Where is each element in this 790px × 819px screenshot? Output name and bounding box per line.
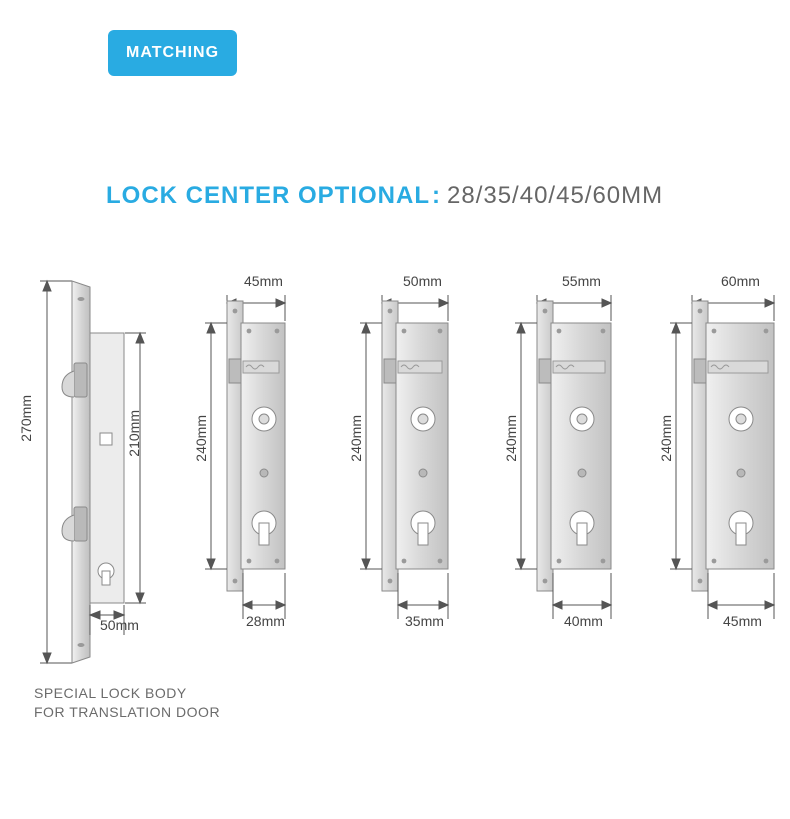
dim-depth: 35mm <box>405 613 444 629</box>
dim-depth: 28mm <box>246 613 285 629</box>
matching-badge: MATCHING <box>108 30 237 76</box>
dim-height: 240mm <box>658 415 674 462</box>
dim-depth: 45mm <box>723 613 762 629</box>
dim-height: 240mm <box>503 415 519 462</box>
caption-line2: FOR TRANSLATION DOOR <box>34 703 220 722</box>
standard-lock: 55mm 240mm 40mm <box>505 275 635 645</box>
caption: SPECIAL LOCK BODY FOR TRANSLATION DOOR <box>34 684 220 722</box>
diagrams-area: 270mm 210mm 50mm <box>20 275 780 675</box>
standard-lock-svg <box>505 275 635 645</box>
standard-lock: 45mm 240mm 28mm <box>195 275 325 645</box>
dim-top-width: 50mm <box>403 273 442 289</box>
standard-lock: 50mm 240mm 35mm <box>350 275 480 645</box>
title: LOCK CENTER OPTIONAL:28/35/40/45/60MM <box>106 182 663 210</box>
title-colon: : <box>432 182 441 209</box>
dim-top-width: 60mm <box>721 273 760 289</box>
title-values: 28/35/40/45/60MM <box>447 182 663 209</box>
standard-lock-svg <box>195 275 325 645</box>
standard-lock: 60mm 240mm 45mm <box>660 275 790 645</box>
special-lock-svg <box>20 275 150 670</box>
caption-line1: SPECIAL LOCK BODY <box>34 684 220 703</box>
dim-depth: 40mm <box>564 613 603 629</box>
dim-top-width: 45mm <box>244 273 283 289</box>
standard-lock-svg <box>660 275 790 645</box>
standard-lock-svg <box>350 275 480 645</box>
dim-top-width: 55mm <box>562 273 601 289</box>
special-lock: 270mm 210mm 50mm <box>20 275 150 670</box>
dim-inner-height: 210mm <box>126 410 142 457</box>
title-label: LOCK CENTER OPTIONAL <box>106 182 430 209</box>
dim-height: 240mm <box>193 415 209 462</box>
dim-width: 50mm <box>100 617 139 633</box>
dim-total-height: 270mm <box>18 395 34 442</box>
dim-height: 240mm <box>348 415 364 462</box>
